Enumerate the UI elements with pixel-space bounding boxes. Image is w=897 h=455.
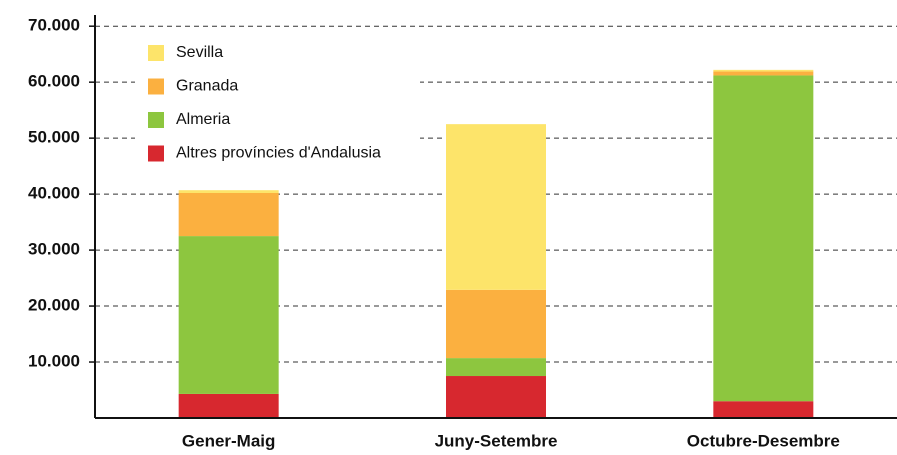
bar-segment [178,393,279,418]
bar-segment [713,71,814,76]
legend-swatch [148,78,164,95]
bar-segment [446,289,546,359]
legend: Sevilla Granada Almeria Altres províncies d… [148,44,381,162]
legend-label: Altres províncies d'Andalusia [176,145,381,162]
bar-segment [178,236,279,394]
legend-swatch [148,45,164,61]
y-tick-label: 40.000 [28,184,80,203]
bar-segment [446,376,546,418]
bars [178,69,814,418]
y-tick-label: 60.000 [28,72,80,91]
bar-segment [178,192,279,237]
legend-label: Sevilla [176,44,223,61]
x-tick-label: Gener-Maig [182,431,276,450]
legend-swatch [148,112,164,128]
bar-segment [446,124,546,290]
bar-segment [446,358,546,377]
bar-segment [713,75,814,402]
y-tick-label: 20.000 [28,296,80,315]
bar-segment [713,401,814,418]
legend-label: Granada [176,78,238,95]
x-tick-label: Juny-Setembre [435,431,558,450]
y-tick-label: 30.000 [28,240,80,259]
axes: 10.000 20.000 30.000 40.000 50.000 60.000 70.0… [28,15,897,450]
legend-background [135,36,420,172]
y-tick-label: 10.000 [28,352,80,371]
y-tick-label: 70.000 [28,16,80,35]
legend-swatch [148,145,164,162]
legend-label: Almeria [176,111,230,128]
x-tick-label: Octubre-Desembre [687,431,840,450]
bar-segment [178,190,279,193]
bar-segment [713,69,814,72]
y-tick-label: 50.000 [28,128,80,147]
